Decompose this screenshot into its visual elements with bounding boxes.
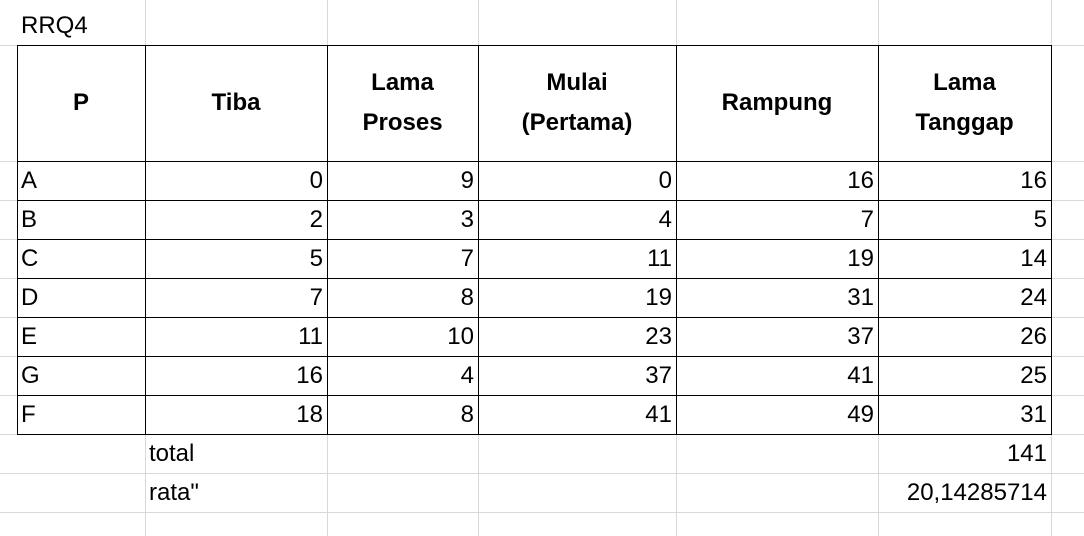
table-border	[17, 161, 1052, 162]
header-cell[interactable]: Rampung	[721, 89, 833, 116]
table-cell[interactable]: 4	[658, 205, 672, 233]
header-cell[interactable]: P	[72, 89, 89, 116]
table-cell[interactable]: 23	[645, 322, 672, 350]
table-border	[478, 45, 479, 435]
table-border	[17, 278, 1052, 279]
table-cell[interactable]: F	[21, 400, 36, 428]
table-cell[interactable]: 3	[460, 205, 474, 233]
total-value-cell[interactable]: 141	[1006, 439, 1047, 467]
table-cell[interactable]: 14	[1020, 244, 1047, 272]
table-cell[interactable]: 16	[296, 361, 323, 389]
table-cell[interactable]: G	[21, 361, 40, 389]
table-cell[interactable]: 5	[1033, 205, 1047, 233]
table-cell[interactable]: 37	[847, 322, 874, 350]
gridline	[0, 512, 1084, 513]
table-border	[1051, 45, 1052, 435]
table-border	[17, 45, 1052, 46]
table-cell[interactable]: 19	[645, 283, 672, 311]
table-cell[interactable]: 26	[1020, 322, 1047, 350]
table-cell[interactable]: 7	[460, 244, 474, 272]
table-cell[interactable]: 11	[298, 322, 323, 350]
table-border	[145, 45, 146, 435]
table-cell[interactable]: 24	[1020, 283, 1047, 311]
table-cell[interactable]: 9	[460, 166, 474, 194]
table-cell[interactable]: 0	[658, 166, 672, 194]
table-cell[interactable]: E	[21, 322, 38, 350]
table-cell[interactable]: 7	[309, 283, 323, 311]
table-border	[17, 356, 1052, 357]
average-value-cell[interactable]: 20,14285714	[906, 478, 1047, 506]
table-cell[interactable]: 37	[645, 361, 672, 389]
table-cell[interactable]: 4	[460, 361, 474, 389]
table-cell[interactable]: 49	[847, 400, 874, 428]
table-cell[interactable]: 8	[460, 283, 474, 311]
table-cell[interactable]: 19	[847, 244, 874, 272]
table-cell[interactable]: 11	[647, 244, 672, 272]
gridline	[0, 473, 1084, 474]
table-cell[interactable]: 31	[847, 283, 874, 311]
table-border	[17, 239, 1052, 240]
table-cell[interactable]: B	[21, 205, 38, 233]
table-cell[interactable]: 25	[1020, 361, 1047, 389]
table-border	[17, 395, 1052, 396]
table-cell[interactable]: 7	[860, 205, 874, 233]
table-cell[interactable]: 2	[309, 205, 323, 233]
header-cell[interactable]: Mulai (Pertama)	[521, 69, 633, 136]
table-border	[17, 45, 18, 435]
table-border	[17, 434, 1052, 435]
total-label-cell[interactable]: total	[149, 439, 195, 467]
average-label-cell[interactable]: rata"	[149, 478, 199, 506]
table-border	[878, 45, 879, 435]
sheet-title-cell[interactable]: RRQ4	[21, 11, 88, 39]
table-cell[interactable]: 0	[309, 166, 323, 194]
table-cell[interactable]: A	[21, 166, 38, 194]
table-border	[17, 317, 1052, 318]
header-cell[interactable]: Tiba	[211, 89, 261, 116]
table-cell[interactable]: 16	[847, 166, 874, 194]
table-cell[interactable]: 16	[1020, 166, 1047, 194]
table-cell[interactable]: C	[21, 244, 39, 272]
header-cell[interactable]: Lama Tanggap	[915, 69, 1014, 136]
table-cell[interactable]: 8	[460, 400, 474, 428]
table-cell[interactable]: D	[21, 283, 39, 311]
header-cell[interactable]: Lama Proses	[362, 69, 443, 136]
table-cell[interactable]: 5	[309, 244, 323, 272]
table-border	[676, 45, 677, 435]
table-cell[interactable]: 41	[847, 361, 874, 389]
table-border	[17, 200, 1052, 201]
table-cell[interactable]: 41	[645, 400, 672, 428]
table-cell[interactable]: 31	[1020, 400, 1047, 428]
table-cell[interactable]: 18	[296, 400, 323, 428]
table-border	[327, 45, 328, 435]
table-cell[interactable]: 10	[447, 322, 474, 350]
